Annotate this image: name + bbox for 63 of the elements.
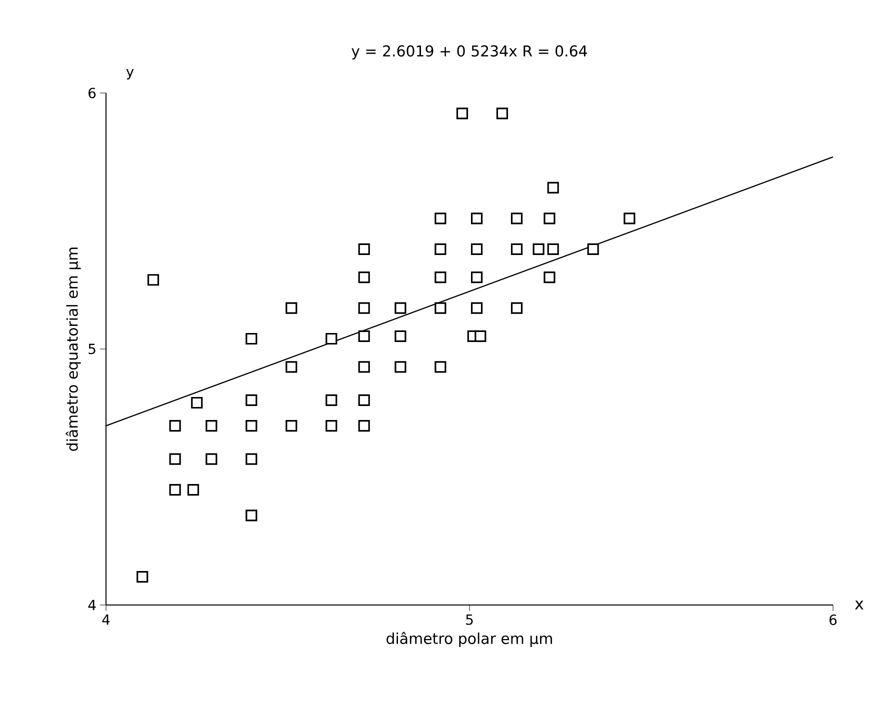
point (326, 332, 338, 345)
point (136, 571, 148, 583)
point (470, 302, 483, 314)
y-tick-label: 4 (88, 600, 96, 610)
point (544, 212, 556, 224)
y-tick-label: 5 (88, 344, 96, 354)
point (434, 272, 446, 284)
point (187, 484, 200, 496)
point (206, 453, 218, 465)
point (394, 330, 406, 342)
point (286, 420, 298, 432)
point (147, 274, 160, 286)
point (326, 394, 338, 406)
point (358, 394, 370, 406)
x-tick-label: 6 (830, 614, 837, 626)
point (358, 330, 370, 342)
text: y (126, 68, 134, 80)
point (434, 361, 446, 373)
point (246, 394, 258, 406)
point (510, 212, 523, 224)
point (206, 420, 218, 432)
point (286, 361, 298, 373)
point (474, 330, 486, 342)
point (246, 453, 258, 465)
point (470, 272, 483, 284)
text: x (854, 600, 864, 610)
point (358, 243, 370, 255)
chart-title: y = 2.6019 + 0 5234x R = 0.64 (352, 45, 587, 60)
x-axis-title: diâmetro polar em µm (386, 632, 552, 647)
y-axis-title: diâmetro equatorial em µm (66, 248, 81, 451)
point (470, 243, 483, 255)
point (326, 420, 338, 432)
point (394, 302, 406, 314)
point (624, 212, 636, 224)
point (246, 332, 258, 345)
point (532, 243, 544, 255)
point (358, 420, 370, 432)
point (456, 108, 468, 120)
point (246, 420, 258, 432)
x-tick-label: 4 (102, 614, 110, 625)
point (169, 484, 181, 496)
point (246, 510, 258, 522)
point (358, 361, 370, 373)
point (434, 243, 446, 255)
point (544, 272, 556, 284)
point (169, 453, 181, 465)
point (510, 243, 523, 255)
point (510, 302, 523, 314)
point (191, 396, 203, 409)
point (496, 108, 508, 120)
point (169, 420, 181, 432)
point (587, 243, 599, 255)
point (358, 302, 370, 314)
point (358, 272, 370, 284)
point (547, 182, 559, 194)
point (470, 212, 483, 224)
point (394, 361, 406, 373)
point (286, 302, 298, 314)
point (434, 212, 446, 224)
x-tick-label: 5 (466, 614, 473, 625)
point (434, 302, 446, 314)
y-tick-label: 6 (88, 88, 96, 98)
point (547, 243, 559, 255)
